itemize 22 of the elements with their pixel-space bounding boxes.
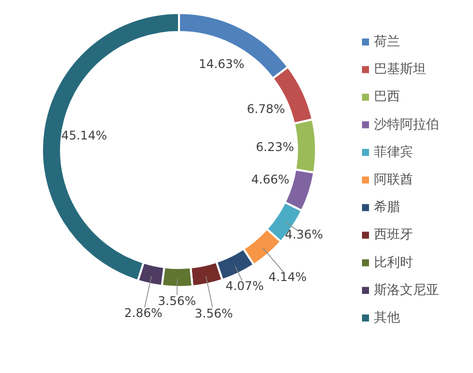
legend-label: 希腊 (374, 200, 400, 216)
legend-label: 荷兰 (374, 34, 400, 50)
data-label: 45.14% (61, 128, 107, 142)
legend-label: 菲律宾 (374, 144, 413, 160)
legend-label: 阿联酋 (374, 172, 413, 188)
legend-label: 斯洛文尼亚 (374, 282, 439, 298)
legend-label: 其他 (374, 310, 400, 326)
data-label: 4.36% (284, 228, 324, 242)
legend-label: 西班牙 (374, 228, 413, 243)
data-label: 4.07% (226, 278, 264, 293)
data-label: 2.86% (124, 306, 162, 320)
data-label: 4.66% (251, 172, 290, 187)
data-label: 3.56% (194, 306, 233, 320)
data-label: 6.78% (246, 102, 285, 116)
data-label: 14.63% (198, 56, 244, 71)
legend-label: 沙特阿拉伯 (374, 117, 439, 132)
data-label: 4.14% (268, 270, 307, 284)
data-label: 6.23% (256, 140, 294, 154)
legend-label: 巴基斯坦 (374, 62, 426, 78)
legend-label: 巴西 (374, 90, 400, 105)
legend-label: 比利时 (374, 255, 413, 270)
data-label: 3.56% (158, 294, 196, 308)
